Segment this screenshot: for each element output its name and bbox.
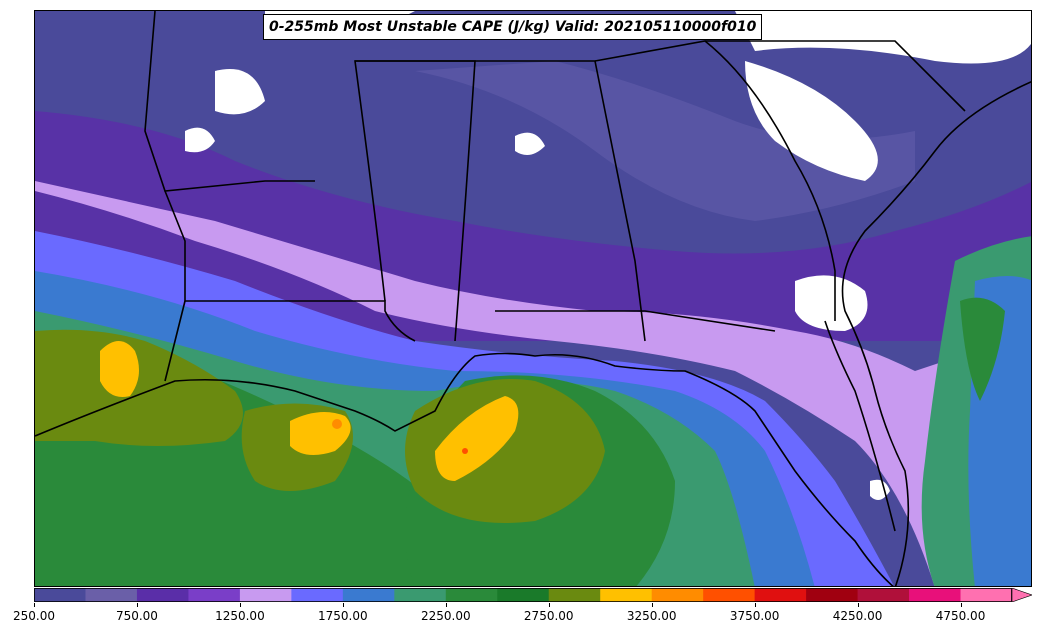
cape-band-purple xyxy=(35,111,1031,341)
missing-patch-ar2 xyxy=(215,69,265,115)
colorbar-tick-label: 750.00 xyxy=(115,609,158,623)
colorbar-tick-label: 3250.00 xyxy=(626,609,677,623)
colorbar-swatch xyxy=(188,588,241,602)
colorbar-tick xyxy=(857,603,859,607)
colorbar-tick xyxy=(34,603,35,607)
colorbar-tick xyxy=(960,603,962,607)
colorbar-tick-label: 4750.00 xyxy=(935,609,986,623)
colorbar-swatch xyxy=(960,588,1013,602)
border-al-fl xyxy=(495,310,776,332)
colorbar-tick-label: 2250.00 xyxy=(420,609,471,623)
colorbar-swatch xyxy=(85,588,138,602)
colorbar-tick xyxy=(136,603,138,607)
cape-band-olive-east xyxy=(405,379,605,523)
colorbar-swatch xyxy=(394,588,447,602)
colorbar-swatch xyxy=(909,588,962,602)
colorbar-swatch xyxy=(34,588,86,602)
colorbar-swatch xyxy=(445,588,498,602)
map-title: 0-255mb Most Unstable CAPE (J/kg) Valid:… xyxy=(263,14,763,40)
cape-core-east xyxy=(435,396,519,481)
border-la xyxy=(285,300,416,342)
political-borders xyxy=(35,11,1031,586)
colorbar-swatch xyxy=(548,588,601,602)
colorbar-swatch xyxy=(136,588,189,602)
border-mo-ky xyxy=(355,40,966,112)
colorbar-swatch xyxy=(651,588,704,602)
colorbar-tick xyxy=(445,603,447,607)
colorbar-swatch xyxy=(291,588,344,602)
colorbar-outline xyxy=(34,588,1012,602)
missing-patch-ga xyxy=(795,275,868,331)
colorbar-tick xyxy=(651,603,653,607)
colorbar-swatch xyxy=(497,588,550,602)
colorbar-extend-arrow xyxy=(1011,588,1032,602)
colorbar-tick-label: 250.00 xyxy=(13,609,55,623)
coastline-atlantic xyxy=(841,81,1031,586)
cape-core-orange-center xyxy=(332,419,342,429)
colorbar-swatch xyxy=(239,588,292,602)
colorbar-tick xyxy=(239,603,241,607)
border-fl-ga xyxy=(824,320,896,532)
border-al xyxy=(475,60,646,342)
colorbar-swatch xyxy=(703,588,756,602)
cape-atlantic-green-inner xyxy=(960,297,1005,401)
border-tx xyxy=(164,300,186,382)
colorbar-tick xyxy=(754,603,756,607)
colorbar-tick-label: 3750.00 xyxy=(729,609,780,623)
cape-band-olive-west xyxy=(35,329,243,446)
missing-patch-ne xyxy=(735,11,1031,64)
border-ga xyxy=(594,40,836,321)
colorbar-swatch xyxy=(806,588,859,602)
missing-patch-tn xyxy=(515,132,545,155)
colorbar-swatch xyxy=(342,588,395,602)
coastline-gulf xyxy=(35,352,894,586)
cape-band-slate xyxy=(415,61,915,221)
cape-core-west xyxy=(100,341,139,397)
colorbar-tick xyxy=(342,603,344,607)
colorbar xyxy=(34,588,1032,602)
map-canvas xyxy=(34,10,1032,587)
colorbar-tick-label: 2750.00 xyxy=(523,609,574,623)
colorbar-swatch xyxy=(857,588,910,602)
missing-patch-sc xyxy=(745,61,878,181)
colorbar-labels: 250.00 750.00 1250.00 1750.00 2250.00 2750.00… xyxy=(0,603,1042,629)
colorbar-tick-label: 1750.00 xyxy=(318,609,368,623)
colorbar-tick xyxy=(548,603,550,607)
cape-core-orange-east xyxy=(462,448,468,454)
border-ar-la xyxy=(164,190,285,302)
missing-patch-ar xyxy=(185,127,215,153)
colorbar-swatch xyxy=(600,588,653,602)
colorbar-tick-label: 4250.00 xyxy=(832,609,883,623)
cape-map xyxy=(35,11,1031,586)
colorbar-tick-label: 1250.00 xyxy=(215,609,265,623)
colorbar-swatch xyxy=(754,588,807,602)
